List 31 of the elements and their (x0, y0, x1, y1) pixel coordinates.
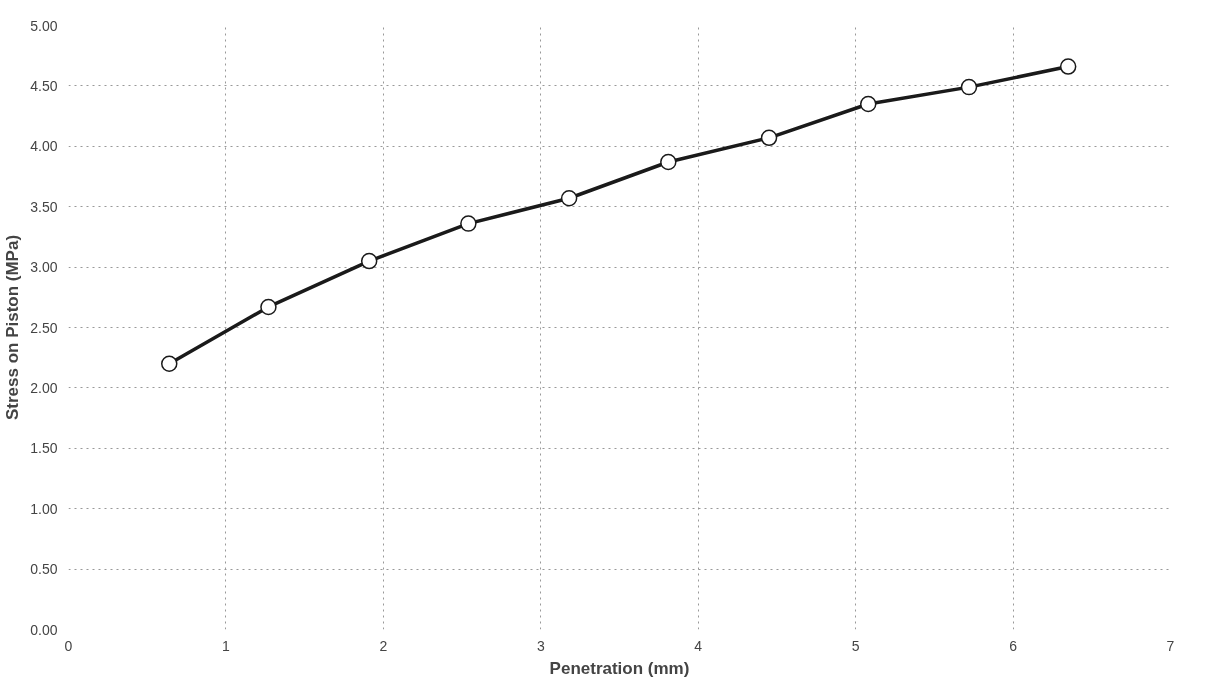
y-tick-label: 3.50 (30, 198, 58, 215)
y-tick-label: 3.00 (30, 259, 58, 276)
x-axis-title: Penetration (mm) (549, 658, 690, 678)
y-tick-label: 1.50 (30, 440, 58, 457)
x-tick-label: 6 (1009, 637, 1018, 654)
y-tick-label: 4.00 (30, 138, 58, 155)
y-tick-label: 2.00 (30, 379, 58, 396)
y-tick-label: 0.50 (30, 561, 58, 578)
x-tick-label: 3 (536, 637, 545, 654)
x-tick-label: 0 (64, 637, 73, 654)
point (660, 153, 677, 171)
y-tick-label: 4.50 (30, 77, 58, 94)
x-tick-label: 5 (851, 637, 860, 654)
point (360, 252, 378, 270)
point (760, 129, 778, 147)
point (859, 95, 877, 113)
y-tick-label: 5.00 (30, 17, 58, 34)
x-tick-label: 2 (379, 637, 388, 654)
y-axis-title: Stress on Piston (MPa) (3, 234, 23, 421)
point (460, 215, 477, 232)
point (161, 355, 178, 372)
point (560, 190, 578, 207)
y-tick-label: 2.50 (30, 319, 58, 336)
point (260, 298, 277, 316)
x-tick-label: 4 (694, 637, 703, 654)
point (960, 78, 978, 96)
x-tick-label: 7 (1166, 637, 1175, 654)
y-tick-label: 1.00 (30, 500, 58, 517)
x-tick-label: 1 (222, 637, 231, 654)
point (1059, 58, 1077, 75)
y-tick-label: 0.00 (30, 621, 58, 638)
